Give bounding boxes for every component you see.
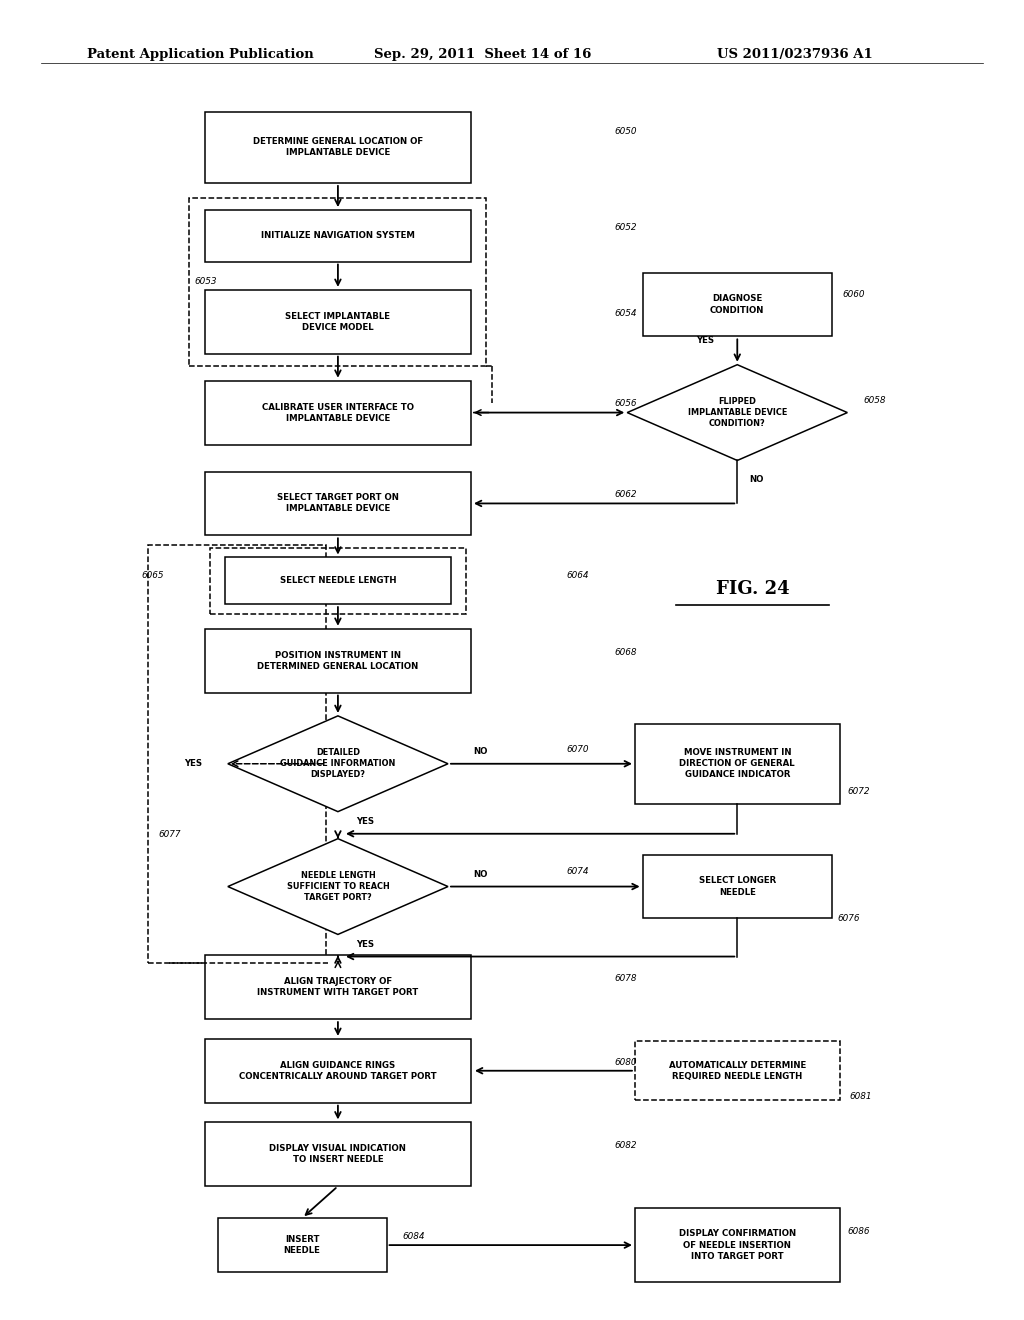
- Text: AUTOMATICALLY DETERMINE
REQUIRED NEEDLE LENGTH: AUTOMATICALLY DETERMINE REQUIRED NEEDLE …: [669, 1061, 806, 1081]
- Text: 6082: 6082: [614, 1140, 637, 1150]
- FancyBboxPatch shape: [217, 1218, 386, 1272]
- Text: 6050: 6050: [614, 127, 637, 136]
- Text: DISPLAY CONFIRMATION
OF NEEDLE INSERTION
INTO TARGET PORT: DISPLAY CONFIRMATION OF NEEDLE INSERTION…: [679, 1229, 796, 1261]
- Text: CALIBRATE USER INTERFACE TO
IMPLANTABLE DEVICE: CALIBRATE USER INTERFACE TO IMPLANTABLE …: [262, 403, 414, 422]
- Text: INSERT
NEEDLE: INSERT NEEDLE: [284, 1236, 321, 1255]
- Text: FIG. 24: FIG. 24: [716, 581, 790, 598]
- Polygon shape: [627, 364, 848, 461]
- Text: US 2011/0237936 A1: US 2011/0237936 A1: [717, 48, 872, 61]
- FancyBboxPatch shape: [205, 380, 471, 445]
- FancyBboxPatch shape: [205, 1039, 471, 1102]
- Text: 6062: 6062: [614, 490, 637, 499]
- Text: YES: YES: [184, 759, 203, 768]
- Text: 6084: 6084: [402, 1232, 425, 1241]
- Text: 6077: 6077: [159, 830, 181, 840]
- Text: Patent Application Publication: Patent Application Publication: [87, 48, 313, 61]
- Text: 6052: 6052: [614, 223, 637, 232]
- FancyBboxPatch shape: [205, 1122, 471, 1187]
- Text: Sep. 29, 2011  Sheet 14 of 16: Sep. 29, 2011 Sheet 14 of 16: [374, 48, 591, 61]
- FancyBboxPatch shape: [643, 273, 831, 337]
- Polygon shape: [228, 715, 449, 812]
- Text: YES: YES: [356, 940, 375, 949]
- Text: YES: YES: [356, 817, 375, 826]
- Text: 6080: 6080: [614, 1057, 637, 1067]
- Text: FLIPPED
IMPLANTABLE DEVICE
CONDITION?: FLIPPED IMPLANTABLE DEVICE CONDITION?: [687, 397, 787, 428]
- Text: NO: NO: [473, 870, 488, 879]
- FancyBboxPatch shape: [205, 290, 471, 354]
- Text: 6074: 6074: [566, 867, 589, 876]
- Polygon shape: [228, 838, 449, 935]
- Text: 6081: 6081: [850, 1092, 872, 1101]
- Text: 6058: 6058: [863, 396, 886, 405]
- FancyBboxPatch shape: [635, 723, 840, 804]
- Text: 6072: 6072: [848, 788, 870, 796]
- Text: NEEDLE LENGTH
SUFFICIENT TO REACH
TARGET PORT?: NEEDLE LENGTH SUFFICIENT TO REACH TARGET…: [287, 871, 389, 902]
- FancyBboxPatch shape: [225, 557, 451, 605]
- Text: ALIGN TRAJECTORY OF
INSTRUMENT WITH TARGET PORT: ALIGN TRAJECTORY OF INSTRUMENT WITH TARG…: [257, 977, 419, 998]
- Text: POSITION INSTRUMENT IN
DETERMINED GENERAL LOCATION: POSITION INSTRUMENT IN DETERMINED GENERA…: [257, 651, 419, 671]
- Text: 6054: 6054: [614, 309, 637, 318]
- Text: DETAILED
GUIDANCE INFORMATION
DISPLAYED?: DETAILED GUIDANCE INFORMATION DISPLAYED?: [281, 748, 395, 779]
- Text: 6056: 6056: [614, 400, 637, 408]
- Text: DIAGNOSE
CONDITION: DIAGNOSE CONDITION: [710, 294, 765, 314]
- Text: NO: NO: [750, 475, 764, 484]
- FancyBboxPatch shape: [635, 1208, 840, 1282]
- FancyBboxPatch shape: [205, 210, 471, 261]
- Text: SELECT TARGET PORT ON
IMPLANTABLE DEVICE: SELECT TARGET PORT ON IMPLANTABLE DEVICE: [276, 494, 399, 513]
- FancyBboxPatch shape: [205, 112, 471, 183]
- Text: 6064: 6064: [566, 572, 589, 581]
- Text: SELECT IMPLANTABLE
DEVICE MODEL: SELECT IMPLANTABLE DEVICE MODEL: [286, 312, 390, 331]
- Text: INITIALIZE NAVIGATION SYSTEM: INITIALIZE NAVIGATION SYSTEM: [261, 231, 415, 240]
- Text: 6060: 6060: [843, 290, 865, 300]
- Text: MOVE INSTRUMENT IN
DIRECTION OF GENERAL
GUIDANCE INDICATOR: MOVE INSTRUMENT IN DIRECTION OF GENERAL …: [680, 748, 795, 779]
- Text: 6068: 6068: [614, 648, 637, 656]
- Text: 6065: 6065: [141, 572, 164, 581]
- Text: 6070: 6070: [566, 744, 589, 754]
- FancyBboxPatch shape: [205, 628, 471, 693]
- Text: SELECT NEEDLE LENGTH: SELECT NEEDLE LENGTH: [280, 577, 396, 585]
- Text: YES: YES: [696, 337, 715, 346]
- FancyBboxPatch shape: [643, 854, 831, 919]
- FancyBboxPatch shape: [205, 471, 471, 536]
- Text: 6076: 6076: [838, 913, 860, 923]
- FancyBboxPatch shape: [205, 956, 471, 1019]
- Text: 6078: 6078: [614, 974, 637, 983]
- Text: DISPLAY VISUAL INDICATION
TO INSERT NEEDLE: DISPLAY VISUAL INDICATION TO INSERT NEED…: [269, 1144, 407, 1164]
- Text: 6053: 6053: [195, 277, 217, 286]
- FancyBboxPatch shape: [635, 1041, 840, 1100]
- Text: ALIGN GUIDANCE RINGS
CONCENTRICALLY AROUND TARGET PORT: ALIGN GUIDANCE RINGS CONCENTRICALLY AROU…: [240, 1061, 436, 1081]
- Text: DETERMINE GENERAL LOCATION OF
IMPLANTABLE DEVICE: DETERMINE GENERAL LOCATION OF IMPLANTABL…: [253, 137, 423, 157]
- Text: SELECT LONGER
NEEDLE: SELECT LONGER NEEDLE: [698, 876, 776, 896]
- Text: NO: NO: [473, 747, 488, 756]
- Text: 6086: 6086: [848, 1228, 870, 1236]
